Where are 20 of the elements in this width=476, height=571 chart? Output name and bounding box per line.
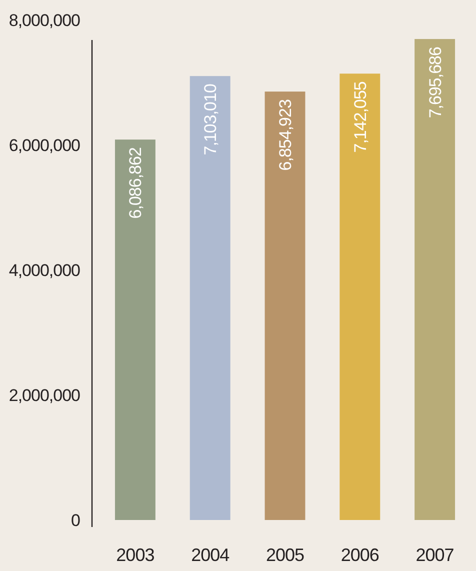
bar xyxy=(340,74,380,520)
data-label: 7,103,010 xyxy=(201,84,220,156)
y-tick-label: 0 xyxy=(71,510,80,530)
bar xyxy=(190,76,230,520)
y-tick-label: 4,000,000 xyxy=(8,260,80,280)
bar xyxy=(264,92,306,520)
data-label: 7,695,686 xyxy=(426,46,445,118)
bar xyxy=(414,39,456,520)
x-tick-label: 2005 xyxy=(266,545,305,565)
data-label: 7,142,055 xyxy=(350,82,370,153)
y-tick-label: 2,000,000 xyxy=(8,386,80,405)
data-label: 6,086,862 xyxy=(126,148,146,219)
x-tick-label: 2006 xyxy=(340,545,380,565)
bar xyxy=(114,140,156,520)
y-tick-label: 6,000,000 xyxy=(8,136,80,155)
y-tick-label: 8,000,000 xyxy=(8,10,80,30)
x-tick-label: 2003 xyxy=(116,545,155,565)
x-tick-label: 2004 xyxy=(191,545,230,565)
data-label: 6,854,923 xyxy=(276,100,295,171)
x-tick-label: 2007 xyxy=(416,545,454,565)
